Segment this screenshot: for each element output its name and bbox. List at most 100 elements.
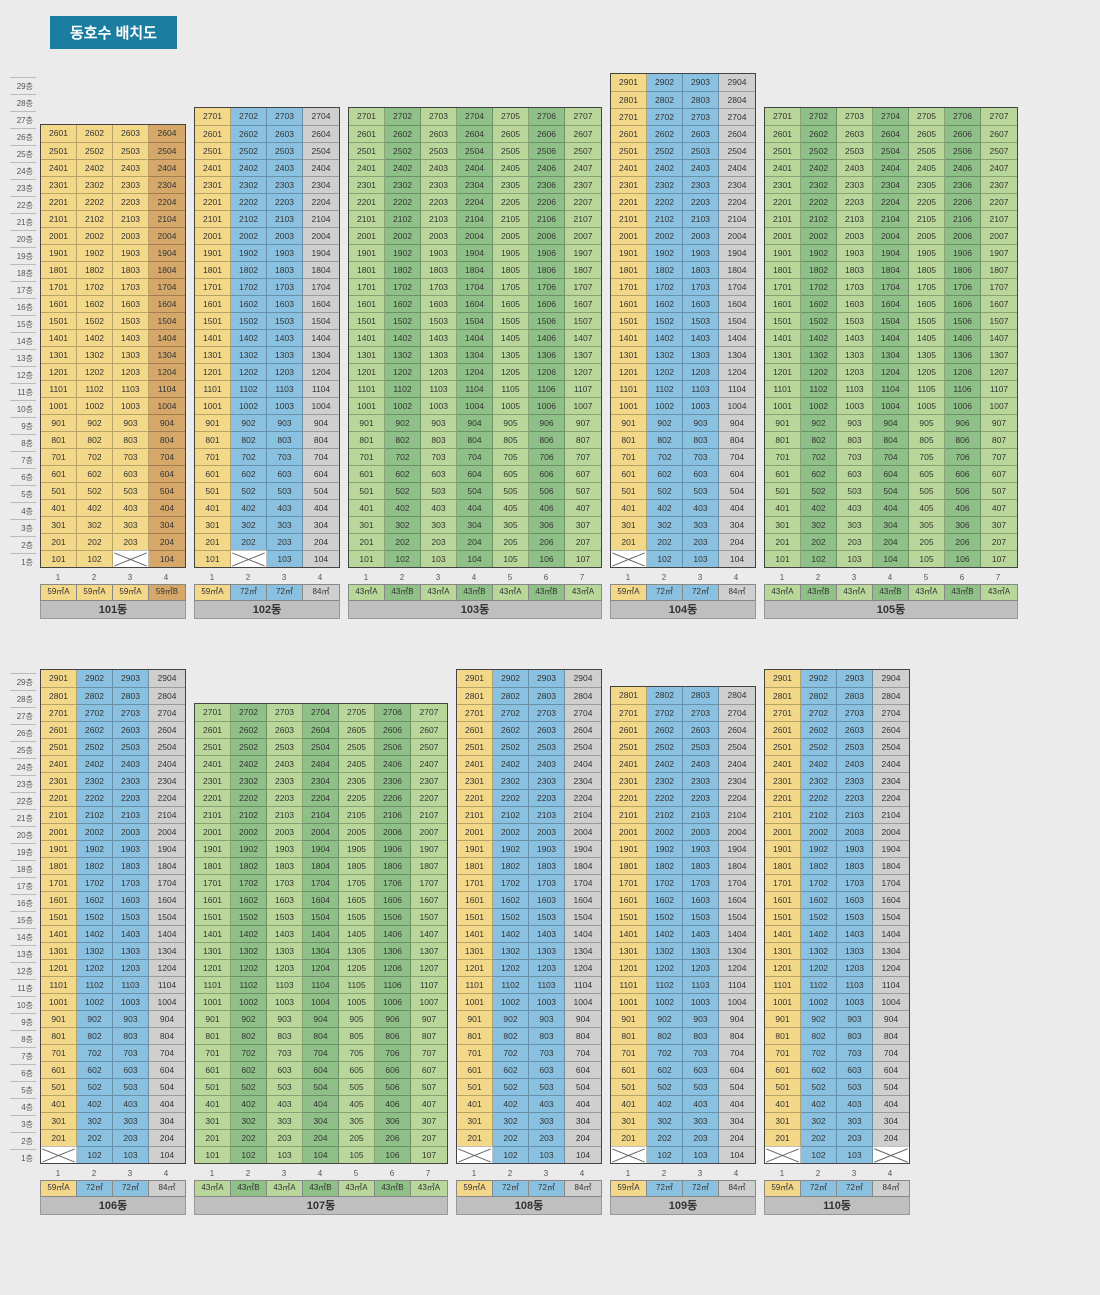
unit-cell: 2502 [647, 142, 683, 159]
unit-cell: 1602 [647, 891, 683, 908]
unit-cell: 2601 [611, 721, 647, 738]
unit-cell: 2401 [765, 755, 801, 772]
unit-cell: 2203 [529, 789, 565, 806]
unit-type-label: 72㎡ [683, 585, 719, 600]
unit-cell: 1801 [195, 261, 231, 278]
unit-cell: 704 [719, 448, 755, 465]
unit-cell: 2003 [267, 227, 303, 244]
unit-cell: 1404 [565, 925, 601, 942]
unit-cell: 207 [411, 1129, 447, 1146]
unit-cell: 1804 [149, 857, 185, 874]
unit-cell: 1506 [945, 312, 981, 329]
unit-cell: 1102 [231, 976, 267, 993]
unit-cell: 1605 [909, 295, 945, 312]
unit-type-label: 72㎡ [267, 585, 303, 600]
unit-cell: 1801 [41, 261, 77, 278]
unit-cell: 1401 [765, 329, 801, 346]
unit-cell: 1901 [41, 840, 77, 857]
unit-cell: 1202 [385, 363, 421, 380]
unit-cell: 1901 [611, 840, 647, 857]
unit-cell: 1203 [683, 363, 719, 380]
unit-cell: 1503 [837, 312, 873, 329]
unit-cell [765, 1146, 801, 1163]
unit-cell: 1604 [149, 295, 185, 312]
unit-cell: 1003 [113, 993, 149, 1010]
unit-cell: 1806 [375, 857, 411, 874]
unit-cell: 1103 [529, 976, 565, 993]
unit-cell: 504 [565, 1078, 601, 1095]
unit-cell: 2403 [837, 755, 873, 772]
unit-cell: 2201 [611, 193, 647, 210]
unit-cell: 2303 [421, 176, 457, 193]
unit-cell: 707 [411, 1044, 447, 1061]
unit-cell: 2405 [493, 159, 529, 176]
unit-cell: 1303 [683, 346, 719, 363]
unit-cell: 1607 [981, 295, 1017, 312]
column-number: 5 [492, 572, 528, 584]
unit-cell: 802 [801, 431, 837, 448]
unit-cell: 1205 [493, 363, 529, 380]
unit-cell: 1904 [457, 244, 493, 261]
unit-cell: 2701 [611, 108, 647, 125]
floor-label: 22층 [10, 196, 36, 213]
unit-cell: 1203 [837, 363, 873, 380]
unit-cell: 1904 [303, 244, 339, 261]
unit-cell: 407 [565, 499, 601, 516]
unit-cell: 1404 [719, 925, 755, 942]
unit-cell: 2006 [529, 227, 565, 244]
unit-cell: 1003 [113, 397, 149, 414]
unit-cell: 2002 [77, 823, 113, 840]
unit-cell: 2606 [945, 125, 981, 142]
unit-cell: 206 [529, 533, 565, 550]
unit-cell: 904 [457, 414, 493, 431]
unit-cell: 2104 [149, 210, 185, 227]
unit-cell: 2705 [493, 108, 529, 125]
unit-cell: 301 [349, 516, 385, 533]
unit-cell: 1003 [683, 993, 719, 1010]
unit-cell: 2602 [231, 125, 267, 142]
unit-cell: 1305 [339, 942, 375, 959]
unit-cell: 407 [981, 499, 1017, 516]
unit-cell: 1401 [611, 329, 647, 346]
unit-cell: 2106 [529, 210, 565, 227]
unit-cell: 1903 [529, 840, 565, 857]
unit-cell: 807 [565, 431, 601, 448]
unit-cell: 1204 [303, 363, 339, 380]
unit-cell: 404 [149, 499, 185, 516]
unit-type-label: 43㎡A [421, 585, 457, 600]
floor-label: 28층 [10, 690, 36, 707]
unit-cell: 1605 [493, 295, 529, 312]
unit-cell: 1103 [837, 380, 873, 397]
unit-cell: 1001 [195, 993, 231, 1010]
unit-grid: 1011031042012022032043013023033044014024… [194, 107, 340, 568]
unit-cell: 2101 [457, 806, 493, 823]
unit-cell: 2301 [195, 176, 231, 193]
unit-cell: 1103 [267, 976, 303, 993]
unit-cell: 2203 [267, 193, 303, 210]
unit-cell: 1704 [719, 278, 755, 295]
unit-cell: 101 [195, 1146, 231, 1163]
unit-cell: 1502 [77, 908, 113, 925]
unit-cell: 1303 [683, 942, 719, 959]
unit-cell: 2604 [149, 721, 185, 738]
unit-cell: 2507 [565, 142, 601, 159]
floor-label: 27층 [10, 111, 36, 128]
unit-cell: 205 [339, 1129, 375, 1146]
unit-cell: 602 [231, 465, 267, 482]
unit-cell: 2204 [873, 193, 909, 210]
unit-cell: 1803 [267, 261, 303, 278]
unit-cell: 902 [801, 414, 837, 431]
unit-type-row: 59㎡A72㎡72㎡84㎡ [456, 1180, 602, 1197]
unit-cell: 903 [267, 1010, 303, 1027]
unit-cell: 502 [801, 482, 837, 499]
unit-cell [611, 1146, 647, 1163]
unit-type-label: 72㎡ [801, 1181, 837, 1196]
floor-label: 19층 [10, 247, 36, 264]
unit-cell: 303 [113, 516, 149, 533]
unit-cell: 1505 [909, 312, 945, 329]
unit-cell: 2606 [529, 125, 565, 142]
unit-cell: 104 [873, 550, 909, 567]
unit-cell: 2704 [149, 704, 185, 721]
unit-cell: 801 [457, 1027, 493, 1044]
unit-cell: 801 [349, 431, 385, 448]
